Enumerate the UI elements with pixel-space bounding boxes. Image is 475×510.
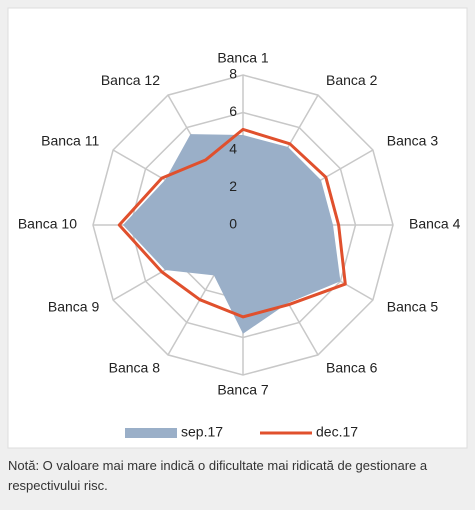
category-label: Banca 12 <box>101 72 160 88</box>
category-label: Banca 11 <box>41 133 99 149</box>
category-label: Banca 6 <box>326 359 378 375</box>
series-area <box>123 134 341 334</box>
note: Notă: O valoare mai mare indică o dificu… <box>8 458 428 493</box>
r-tick-label: 2 <box>229 178 237 194</box>
category-label: Banca 5 <box>387 299 439 315</box>
category-label: Banca 4 <box>409 216 461 232</box>
r-tick-label: 6 <box>229 103 237 119</box>
category-label: Banca 1 <box>217 50 269 66</box>
category-label: Banca 7 <box>217 382 269 398</box>
r-tick-label: 0 <box>229 216 237 232</box>
legend-swatch <box>125 428 177 438</box>
category-label: Banca 2 <box>326 72 378 88</box>
r-tick-label: 4 <box>229 141 237 157</box>
series-line <box>117 127 347 319</box>
category-label: Banca 9 <box>48 299 100 315</box>
category-label: Banca 10 <box>18 216 77 232</box>
category-label: Banca 8 <box>109 359 161 375</box>
r-tick-label: 8 <box>229 66 237 82</box>
legend-label: sep.17 <box>181 424 223 440</box>
legend-label: dec.17 <box>316 424 358 440</box>
category-label: Banca 3 <box>387 133 439 149</box>
